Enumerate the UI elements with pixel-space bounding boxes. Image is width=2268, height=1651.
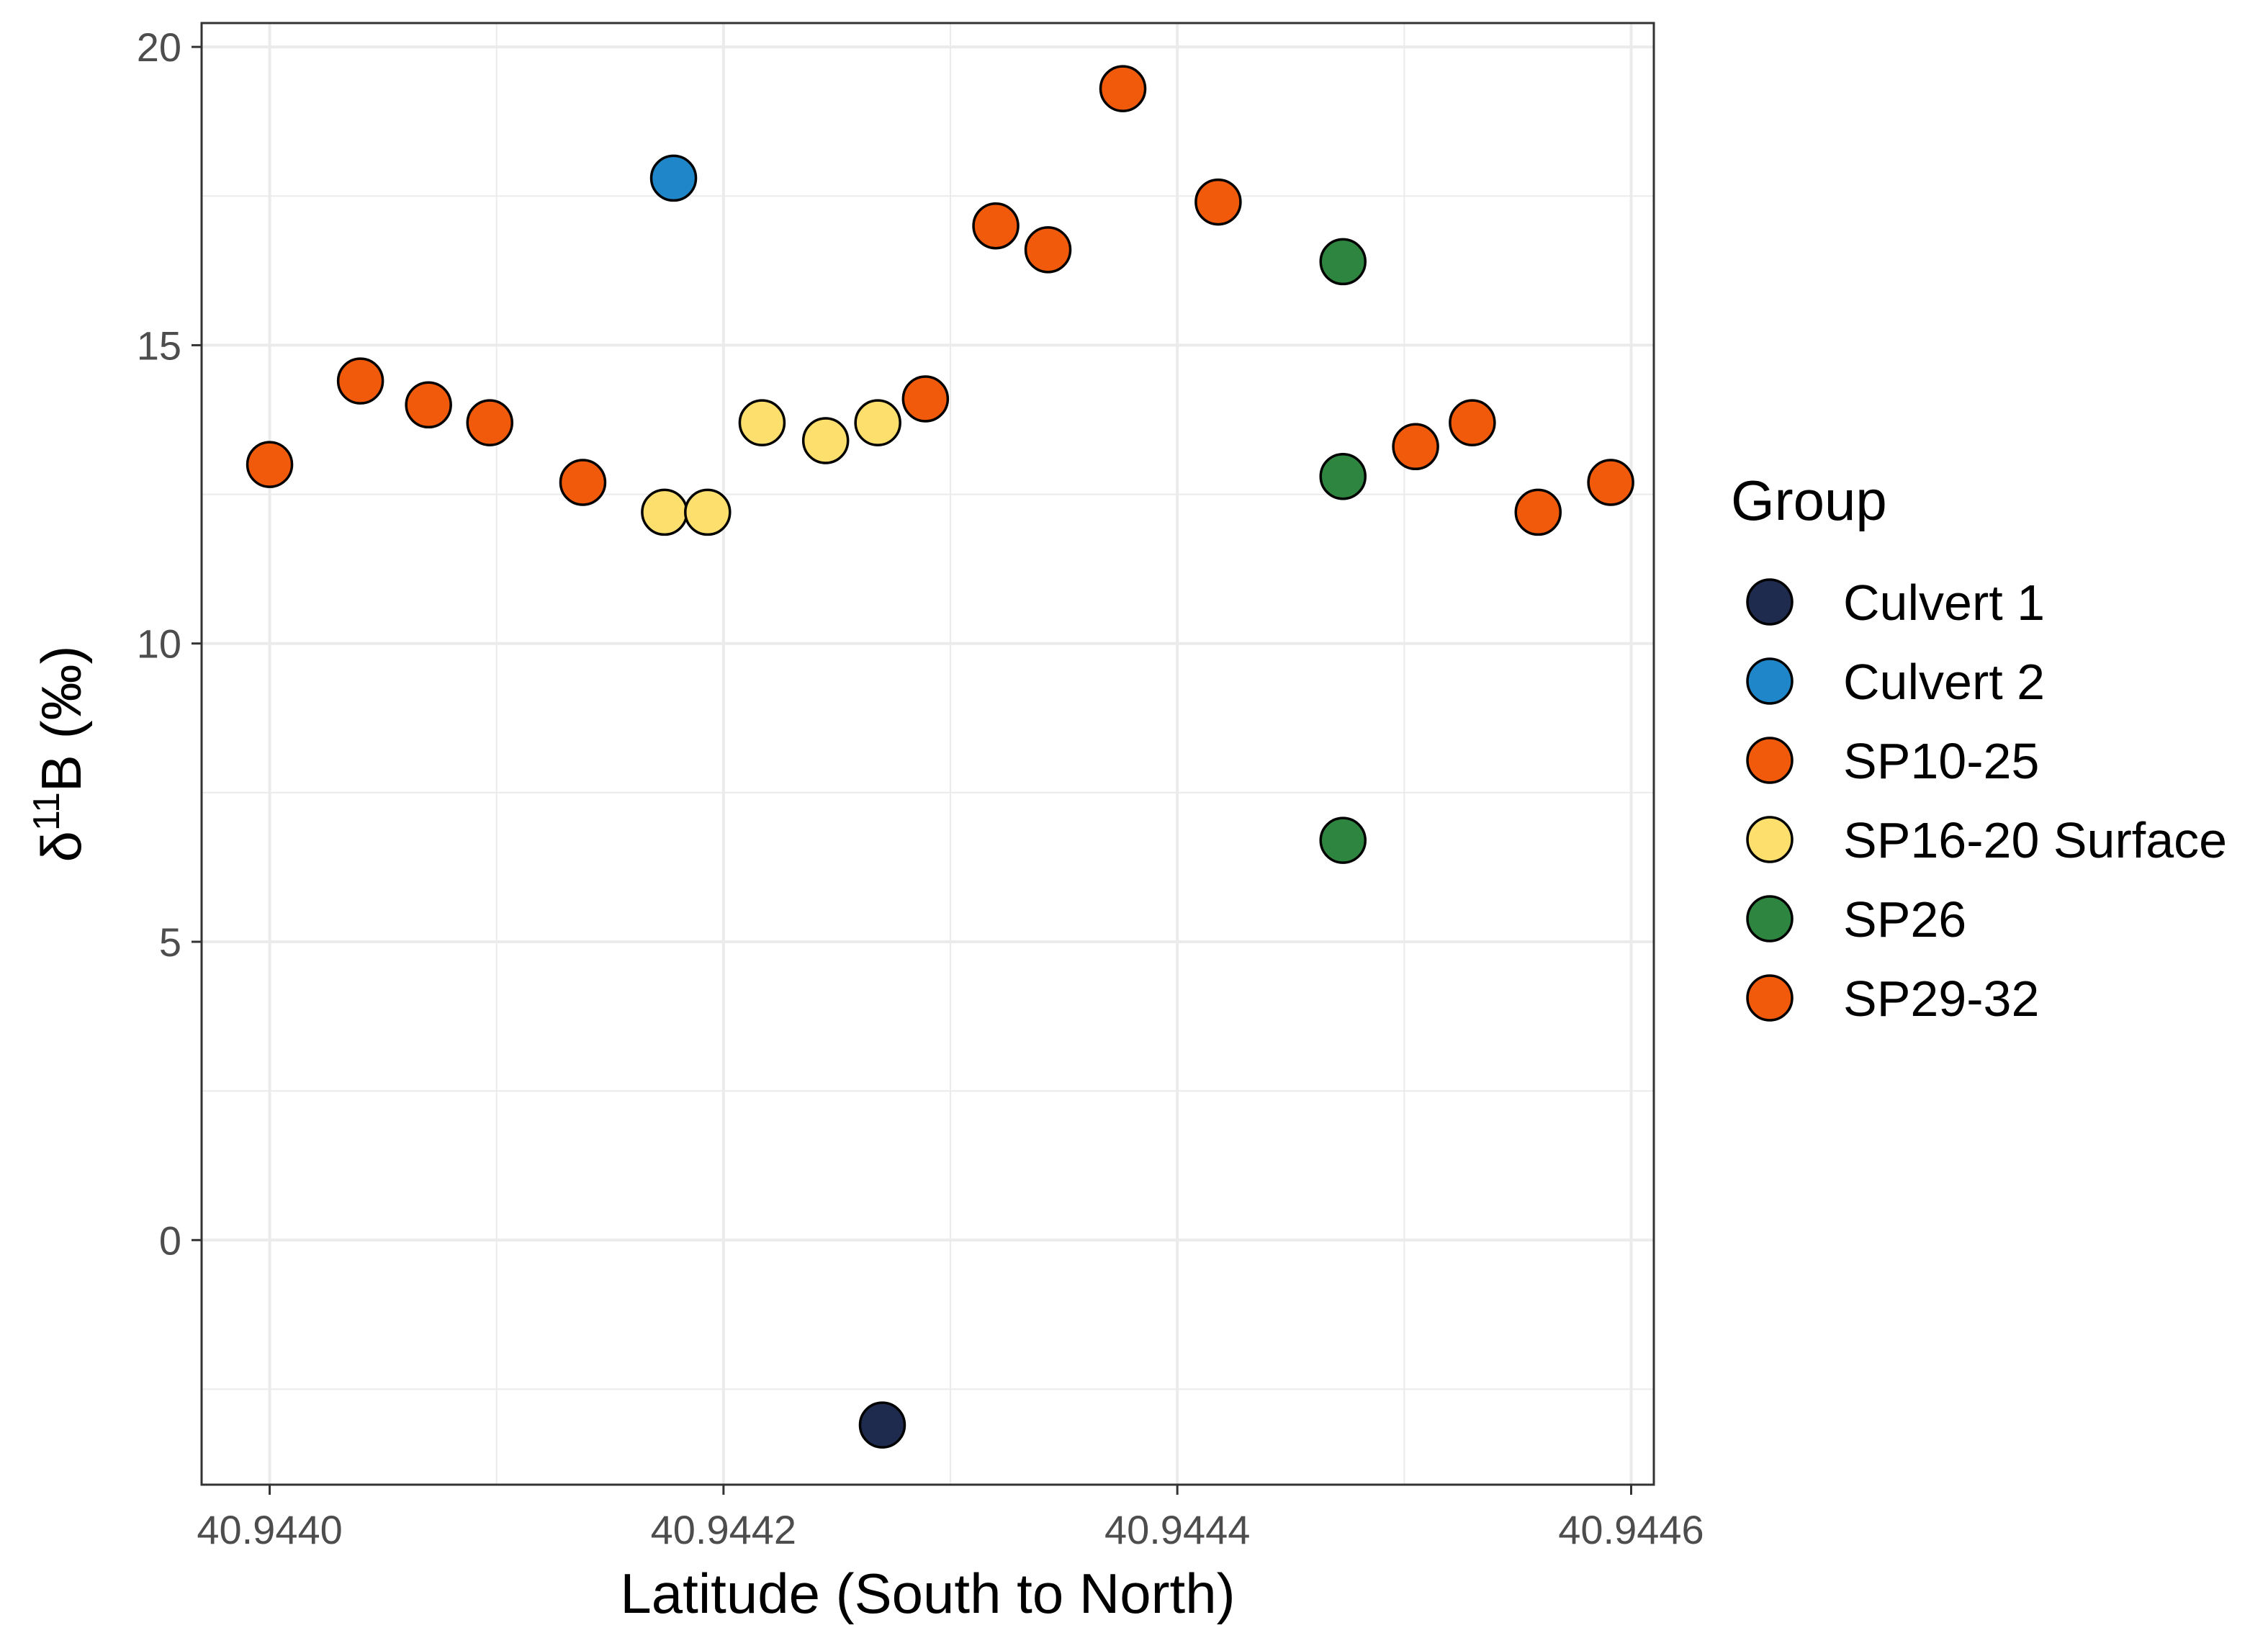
- x-tick-label: 40.9440: [197, 1507, 342, 1552]
- legend-label: SP29-32: [1843, 971, 2039, 1027]
- data-point: [801, 417, 850, 464]
- plot-background: [202, 23, 1654, 1485]
- y-axis-title-suffix: B (‰): [30, 645, 93, 792]
- legend: Group Culvert 1 Culvert 2 SP10-25 SP16-20 S…: [1731, 469, 2227, 1027]
- x-tick-label: 40.9442: [651, 1507, 796, 1552]
- axes: 40.9440 40.9442 40.9444 40.9446 0 5 10 15 20: [137, 24, 1704, 1552]
- legend-swatch: [1746, 895, 1794, 943]
- y-tick-label: 10: [137, 621, 181, 667]
- data-point: [649, 154, 698, 202]
- data-point: [466, 399, 513, 446]
- x-tick-label: 40.9446: [1558, 1507, 1704, 1552]
- y-tick-label: 5: [159, 919, 181, 965]
- y-tick-label: 0: [159, 1218, 181, 1263]
- data-point: [854, 399, 901, 446]
- legend-swatch: [1746, 974, 1794, 1022]
- data-point: [559, 459, 607, 506]
- legend-label: SP16-20 Surface: [1843, 812, 2227, 868]
- data-points: [246, 65, 1634, 1449]
- data-point: [684, 488, 732, 536]
- data-point: [1024, 226, 1072, 274]
- legend-title: Group: [1731, 469, 1887, 532]
- x-tick-label: 40.9444: [1104, 1507, 1250, 1552]
- data-point: [901, 375, 950, 423]
- data-point: [336, 357, 384, 405]
- data-point: [1319, 452, 1367, 500]
- y-tick-label: 15: [137, 323, 181, 368]
- data-point: [1099, 65, 1147, 112]
- data-point: [641, 488, 688, 536]
- legend-label: SP26: [1843, 891, 1966, 948]
- legend-label: Culvert 2: [1843, 654, 2045, 710]
- data-point: [1194, 178, 1242, 226]
- x-axis-title: Latitude (South to North): [620, 1562, 1235, 1625]
- data-point: [1449, 399, 1496, 446]
- data-point: [1319, 238, 1367, 286]
- legend-swatch: [1746, 816, 1794, 863]
- y-axis-title-prefix: δ: [30, 831, 93, 862]
- legend-label: SP10-25: [1843, 733, 2039, 789]
- gridlines: [202, 23, 1654, 1485]
- data-point: [246, 441, 294, 488]
- data-point: [858, 1401, 906, 1449]
- data-point: [738, 399, 786, 446]
- data-point: [1319, 816, 1367, 864]
- plot-border: [200, 22, 1655, 1486]
- legend-label: Culvert 1: [1843, 575, 2045, 631]
- legend-swatch: [1746, 737, 1794, 784]
- data-point: [1587, 459, 1634, 506]
- y-tick-label: 20: [137, 24, 181, 70]
- data-point: [1514, 488, 1562, 536]
- legend-items: Culvert 1 Culvert 2 SP10-25 SP16-20 Surface…: [1746, 575, 2227, 1027]
- y-axis-title: δ11B (‰): [26, 645, 93, 862]
- legend-swatch: [1746, 657, 1794, 705]
- data-point: [405, 381, 452, 429]
- data-point: [972, 202, 1020, 250]
- data-point: [1392, 423, 1439, 471]
- y-axis-title-superscript: 11: [26, 792, 68, 831]
- legend-swatch: [1746, 578, 1794, 626]
